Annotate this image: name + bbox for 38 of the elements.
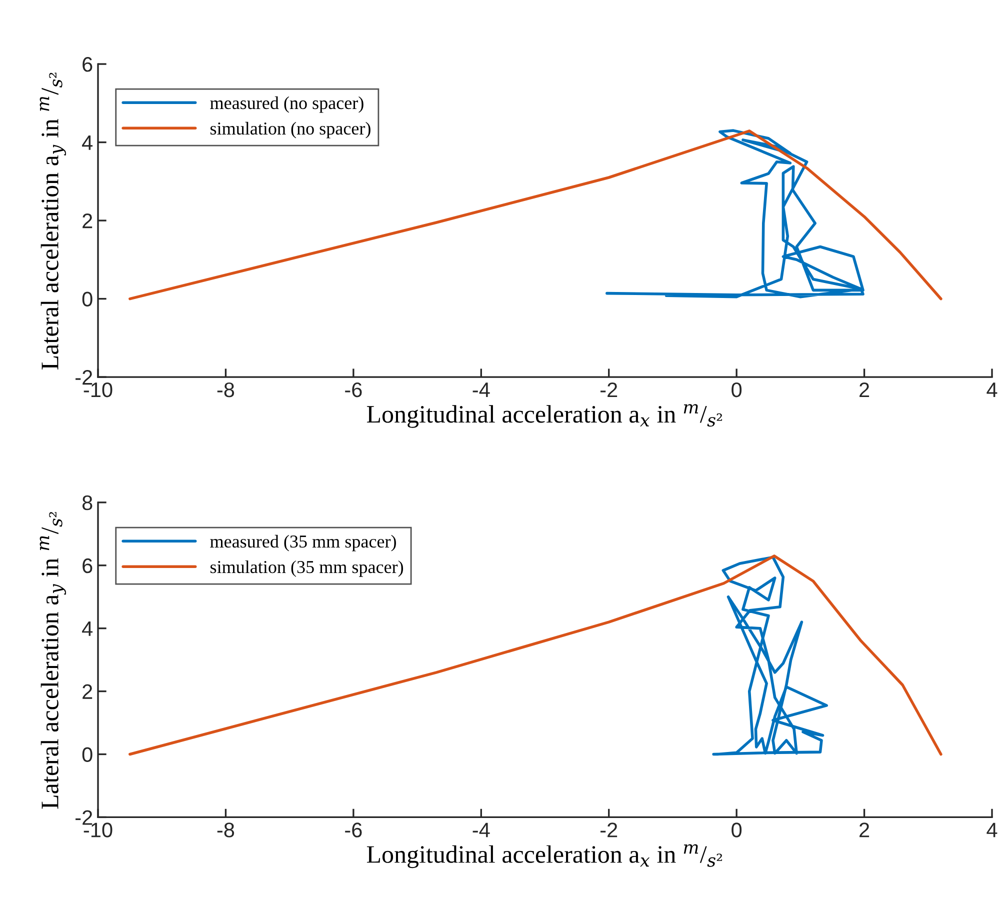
- x-tick-label: -4: [472, 822, 490, 838]
- x-tick-label: -8: [217, 822, 234, 838]
- legend-label: measured (35 mm spacer): [210, 534, 396, 552]
- y-tick-label: 0: [82, 292, 92, 307]
- x-tick-label: 2: [860, 382, 870, 397]
- x-axis-title: Longitudinal acceleration a$_{x}$ in $^{m}$/$_{s²}$: [366, 844, 722, 868]
- x-tick-label: -10: [84, 822, 112, 838]
- y-tick-label: 8: [82, 495, 92, 510]
- x-tick-label: 4: [986, 822, 998, 838]
- line-series: [712, 556, 828, 756]
- y-tick-label: 2: [82, 684, 92, 699]
- y-tick-label: -2: [76, 810, 92, 825]
- x-tick-label: 2: [860, 822, 870, 838]
- y-tick-label: 4: [82, 622, 93, 636]
- x-tick-label: -2: [600, 822, 618, 838]
- y-tick-label: 6: [82, 558, 92, 574]
- x-tick-label: -4: [472, 382, 490, 397]
- legend-label: measured (no spacer): [210, 96, 364, 113]
- legend-label: simulation (no spacer): [210, 122, 370, 138]
- y-axis-title: Lateral acceleration a$_{y}$ in $^{m}$/$_{s²}$: [40, 512, 66, 809]
- line-series: [606, 129, 864, 298]
- y-tick-label: 2: [82, 214, 92, 228]
- y-tick-label: 4: [82, 136, 93, 150]
- x-tick-label: 4: [986, 382, 998, 397]
- x-tick-label: 0: [732, 822, 742, 838]
- x-tick-label: -2: [600, 382, 618, 397]
- legend-label: simulation (35 mm spacer): [210, 560, 404, 577]
- y-tick-label: -2: [76, 370, 92, 385]
- x-axis-title: Longitudinal acceleration a$_{x}$ in $^{m}$/$_{s²}$: [366, 404, 722, 428]
- x-tick-label: -8: [217, 382, 234, 398]
- line-series: [128, 554, 942, 756]
- x-tick-label: -6: [345, 382, 362, 398]
- x-tick-label: -6: [345, 822, 362, 838]
- y-tick-label: 6: [82, 57, 92, 72]
- y-axis-title: Lateral acceleration a$_{y}$ in $^{m}$/$_{s²}$: [40, 72, 66, 370]
- x-tick-label: -10: [84, 382, 112, 398]
- x-tick-label: 0: [732, 382, 742, 398]
- y-tick-label: 0: [82, 747, 92, 762]
